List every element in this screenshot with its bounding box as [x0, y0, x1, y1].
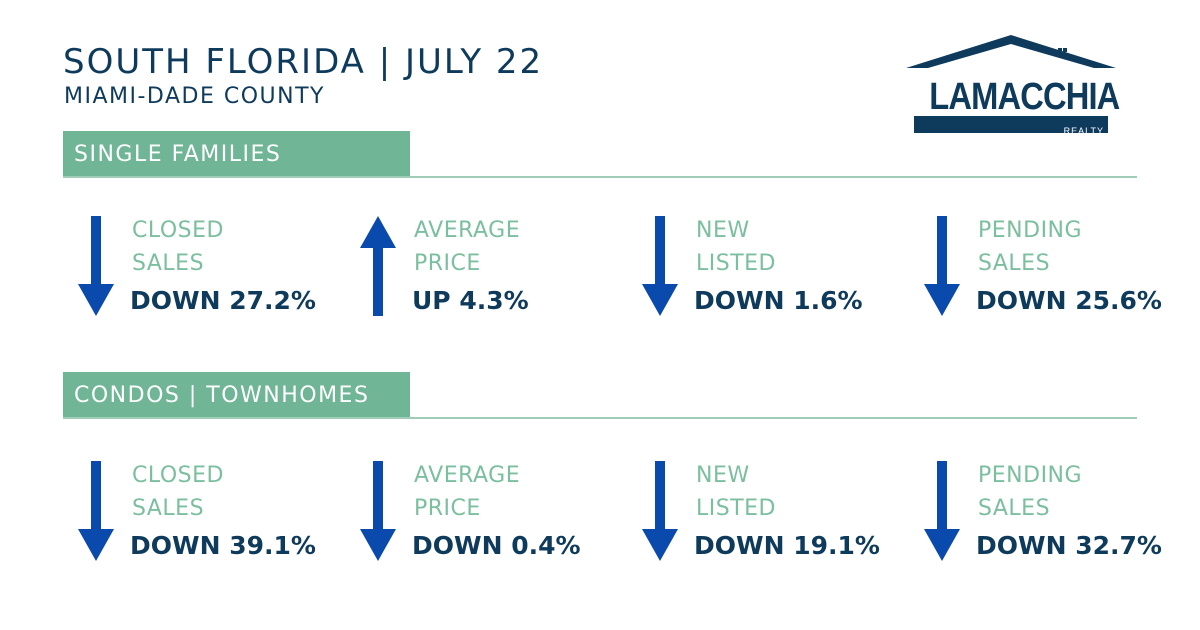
metric-closed-sales-condo: CLOSED SALES DOWN 39.1%	[76, 459, 346, 569]
metric-label: LISTED	[696, 251, 776, 276]
house-roof-icon	[906, 35, 1116, 133]
metric-label: PENDING	[978, 218, 1083, 243]
arrow-down-icon	[924, 461, 960, 561]
metric-label: CLOSED	[132, 218, 224, 243]
metric-value: DOWN 39.1%	[130, 531, 316, 560]
metric-value: DOWN 27.2%	[130, 286, 316, 315]
metric-label: NEW	[696, 218, 750, 243]
metric-value: DOWN 32.7%	[976, 531, 1162, 560]
metric-value: DOWN 19.1%	[694, 531, 880, 560]
section-divider	[63, 417, 1137, 419]
arrow-down-icon	[360, 461, 396, 561]
logo-tagline: REALTY	[1063, 126, 1104, 136]
metric-pending-sales-condo: PENDING SALES DOWN 32.7%	[922, 459, 1192, 569]
metric-value: DOWN 0.4%	[412, 531, 581, 560]
page-title: SOUTH FLORIDA | JULY 22	[63, 42, 544, 82]
metric-label: PENDING	[978, 463, 1083, 488]
page-subtitle: MIAMI-DADE COUNTY	[64, 84, 325, 109]
arrow-down-icon	[78, 216, 114, 316]
section-divider	[63, 176, 1137, 178]
section-header-condos-townhomes: CONDOS | TOWNHOMES	[63, 372, 410, 419]
logo-wordmark: LAMACCHIA	[929, 76, 1120, 118]
metric-value: UP 4.3%	[412, 286, 529, 315]
metric-label: CLOSED	[132, 463, 224, 488]
section-header-single-families: SINGLE FAMILIES	[63, 131, 410, 178]
metric-label: PRICE	[414, 496, 481, 521]
metric-label: SALES	[978, 496, 1051, 521]
metric-pending-sales-single: PENDING SALES DOWN 25.6%	[922, 214, 1192, 324]
arrow-down-icon	[642, 216, 678, 316]
metric-average-price-condo: AVERAGE PRICE DOWN 0.4%	[358, 459, 628, 569]
metric-value: DOWN 1.6%	[694, 286, 863, 315]
metric-closed-sales-single: CLOSED SALES DOWN 27.2%	[76, 214, 346, 324]
metric-new-listed-single: NEW LISTED DOWN 1.6%	[640, 214, 910, 324]
metric-label: SALES	[132, 496, 205, 521]
arrow-down-icon	[924, 216, 960, 316]
arrow-down-icon	[642, 461, 678, 561]
metric-label: SALES	[978, 251, 1051, 276]
arrow-down-icon	[78, 461, 114, 561]
arrow-up-icon	[360, 216, 396, 316]
metric-new-listed-condo: NEW LISTED DOWN 19.1%	[640, 459, 910, 569]
metric-label: NEW	[696, 463, 750, 488]
metric-label: LISTED	[696, 496, 776, 521]
metric-average-price-single: AVERAGE PRICE UP 4.3%	[358, 214, 628, 324]
metric-label: AVERAGE	[414, 463, 521, 488]
lamacchia-logo: LAMACCHIA REALTY	[904, 34, 1120, 138]
metric-label: PRICE	[414, 251, 481, 276]
metric-label: AVERAGE	[414, 218, 521, 243]
metric-value: DOWN 25.6%	[976, 286, 1162, 315]
metric-label: SALES	[132, 251, 205, 276]
